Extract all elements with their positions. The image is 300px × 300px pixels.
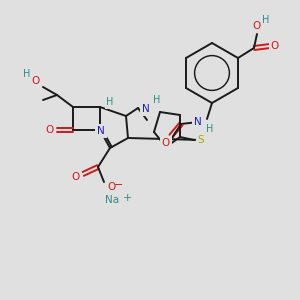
Text: H: H xyxy=(23,69,31,79)
Text: N: N xyxy=(194,117,202,127)
Text: O: O xyxy=(107,182,115,192)
Text: H: H xyxy=(106,97,114,107)
Text: O: O xyxy=(32,76,40,86)
Text: O: O xyxy=(162,138,170,148)
Text: H: H xyxy=(153,95,161,105)
Text: N: N xyxy=(97,126,105,136)
Text: Na: Na xyxy=(105,195,119,205)
Text: +: + xyxy=(122,193,132,203)
Text: O: O xyxy=(46,125,54,135)
Text: O: O xyxy=(253,21,261,31)
Text: S: S xyxy=(198,135,204,145)
Text: O: O xyxy=(271,41,279,51)
Text: O: O xyxy=(72,172,80,182)
Text: H: H xyxy=(206,124,214,134)
Text: H: H xyxy=(262,15,270,25)
Text: N: N xyxy=(142,104,150,114)
Text: −: − xyxy=(114,180,124,190)
